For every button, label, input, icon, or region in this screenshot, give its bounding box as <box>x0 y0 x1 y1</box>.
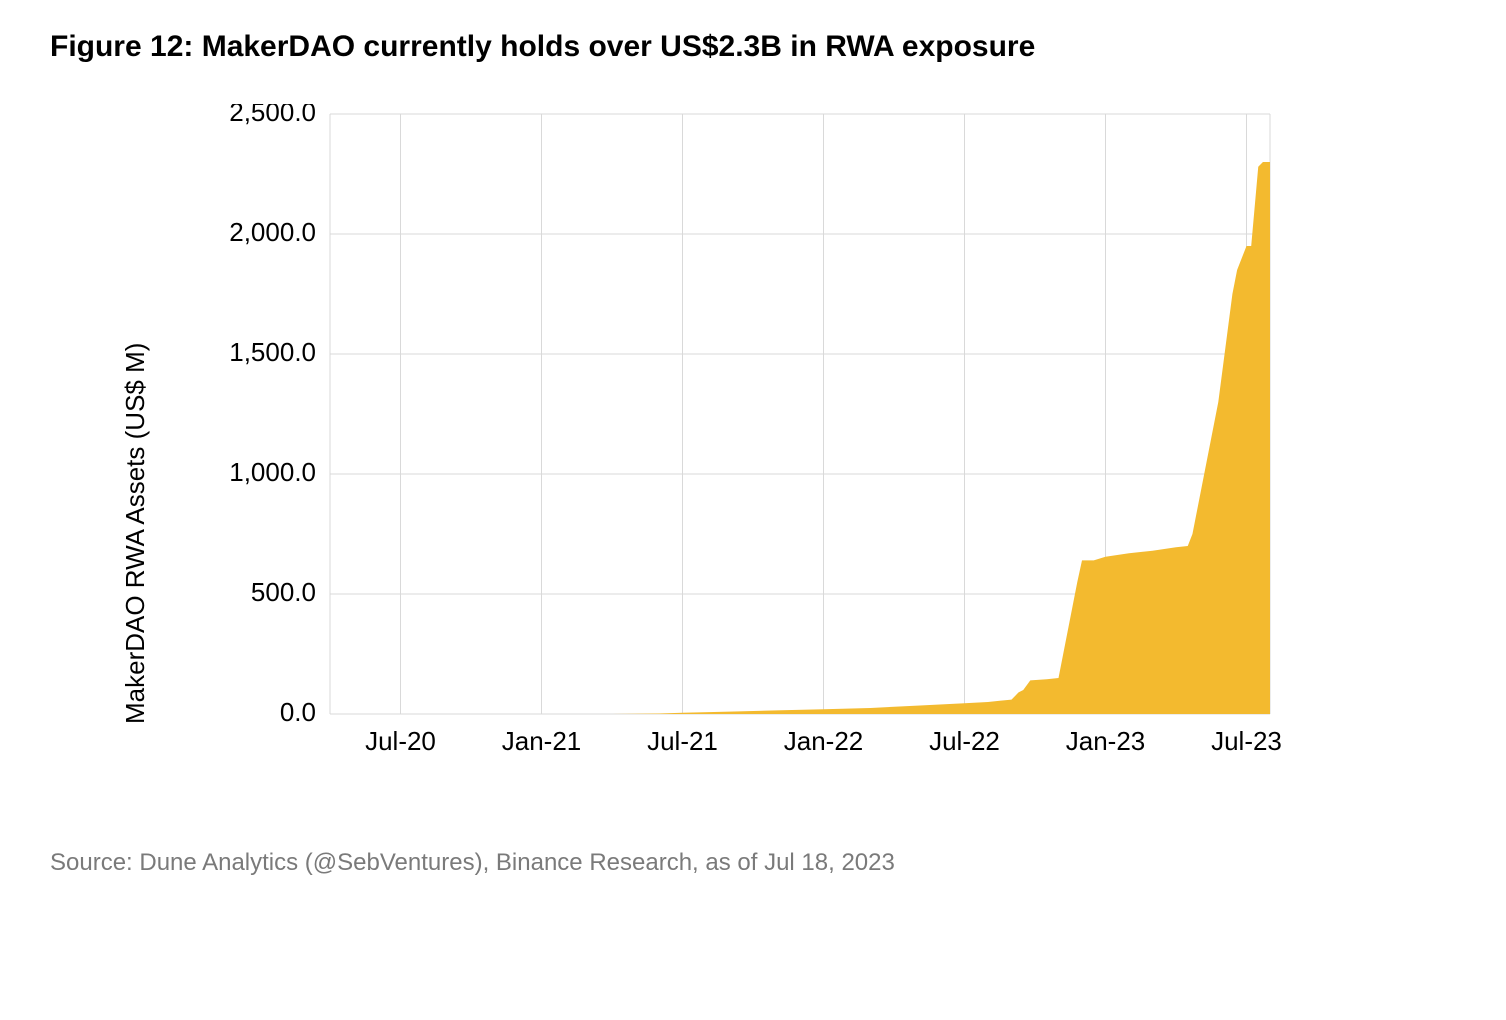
y-tick-label: 0.0 <box>280 697 316 727</box>
area-chart: 0.0 500.0 1,000.0 1,500.0 2,000.0 2,500.0 Jul-… <box>90 104 1290 804</box>
figure-title: Figure 12: MakerDAO currently holds over… <box>50 30 1456 64</box>
figure-container: Figure 12: MakerDAO currently holds over… <box>0 0 1506 1020</box>
chart-wrap: MakerDAO RWA Assets (US$ M) 0.0 500.0 1,00… <box>90 104 1456 809</box>
x-tick-label: Jul-23 <box>1211 726 1282 756</box>
area-series <box>330 162 1270 714</box>
y-tick-label: 500.0 <box>251 577 316 607</box>
y-axis-label: MakerDAO RWA Assets (US$ M) <box>120 343 151 724</box>
x-tick-label: Jul-22 <box>929 726 1000 756</box>
x-tick-label: Jan-22 <box>784 726 864 756</box>
y-tick-label: 1,000.0 <box>229 457 316 487</box>
source-caption: Source: Dune Analytics (@SebVentures), B… <box>50 849 1456 877</box>
y-tick-label: 1,500.0 <box>229 337 316 367</box>
x-tick-label: Jan-23 <box>1066 726 1146 756</box>
y-tick-label: 2,500.0 <box>229 104 316 127</box>
x-tick-label: Jul-21 <box>647 726 718 756</box>
y-tick-label: 2,000.0 <box>229 217 316 247</box>
x-tick-label: Jan-21 <box>502 726 582 756</box>
x-tick-label: Jul-20 <box>365 726 436 756</box>
